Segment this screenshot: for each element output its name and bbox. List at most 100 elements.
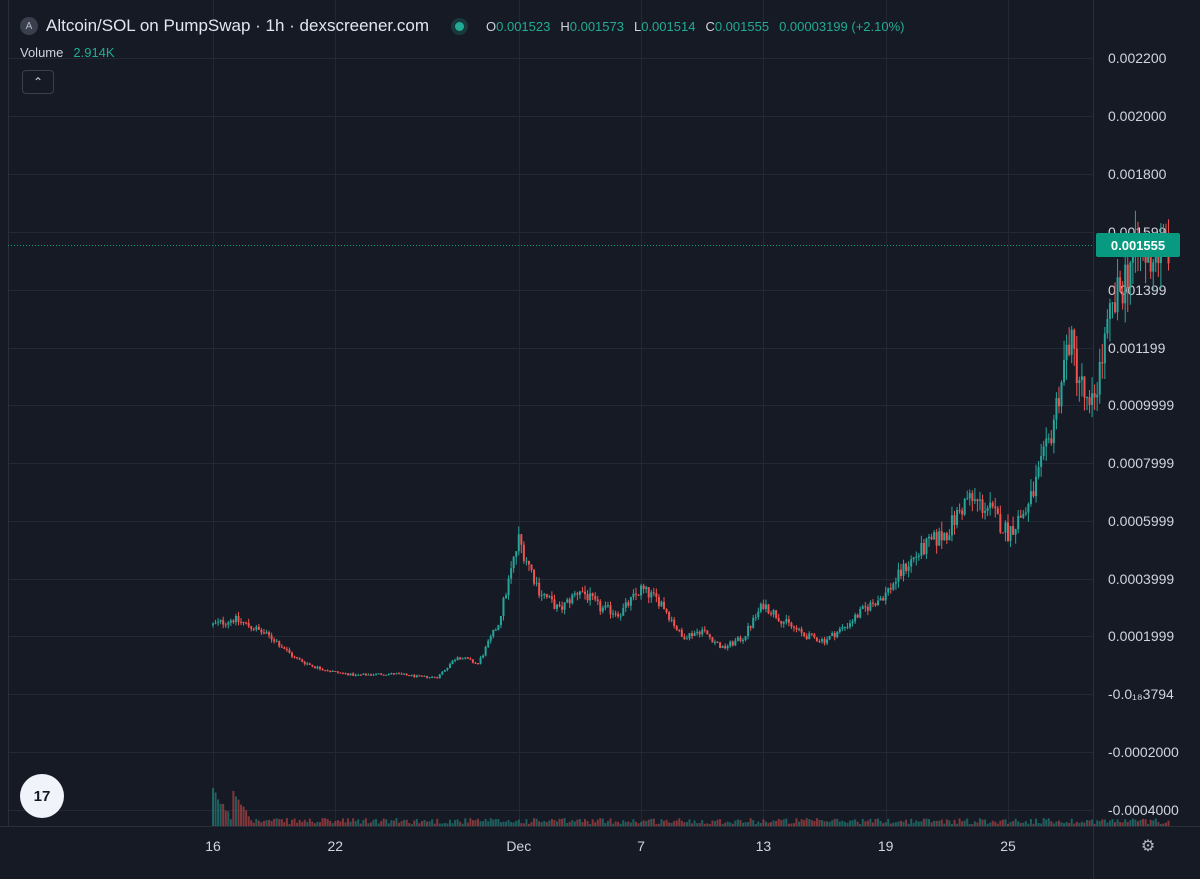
volume-bar <box>576 819 579 826</box>
candle-body <box>290 652 293 657</box>
volume-bar <box>227 811 230 826</box>
tradingview-logo[interactable]: 17 <box>20 774 64 818</box>
candle-body <box>326 670 329 672</box>
candle-body <box>928 536 931 539</box>
volume-bar <box>428 821 431 826</box>
candle-body <box>329 670 332 672</box>
volume-bar <box>273 818 276 826</box>
candle-body <box>711 637 714 643</box>
candle-body <box>1088 397 1091 405</box>
candle-body <box>785 619 788 623</box>
candle-body <box>739 637 742 642</box>
volume-bar <box>510 822 513 826</box>
volume-bar <box>915 820 918 826</box>
volume-bar <box>938 820 941 826</box>
volume-bar <box>770 821 773 826</box>
chart-title[interactable]: Altcoin/SOL on PumpSwap · 1h · dexscreen… <box>46 16 429 35</box>
candle-body <box>375 673 378 675</box>
volume-bar <box>930 822 933 826</box>
volume-bar <box>1009 821 1012 826</box>
candle-body <box>1093 393 1096 398</box>
candle-body <box>599 601 602 612</box>
candle-body <box>917 555 920 557</box>
volume-bar <box>413 820 416 826</box>
volume-bar <box>782 819 785 826</box>
high-value: 0.001573 <box>569 18 624 34</box>
volume-bar <box>538 821 541 826</box>
volume-bar <box>278 819 281 826</box>
volume-bar <box>856 821 859 826</box>
candle-body <box>770 613 773 615</box>
volume-bar <box>1052 823 1055 826</box>
volume-bar <box>290 819 293 826</box>
candle-body <box>851 621 854 624</box>
volume-bar <box>971 823 974 826</box>
candle-body <box>622 607 625 616</box>
y-tick-label: -0.0004000 <box>1108 802 1179 818</box>
candle-body <box>474 662 477 664</box>
candle-body <box>815 637 818 642</box>
candle-body <box>1055 398 1058 420</box>
volume-bar <box>232 790 235 826</box>
volume-bar <box>849 820 852 826</box>
volume-bar <box>1083 822 1086 826</box>
candle-body <box>889 588 892 590</box>
volume-bar <box>940 819 943 826</box>
y-tick-label: 0.0007999 <box>1108 455 1174 471</box>
volume-bar <box>505 821 508 826</box>
candle-body <box>352 673 355 676</box>
volume-bar <box>275 818 278 826</box>
candle-body <box>787 619 790 623</box>
candle-body <box>971 493 974 501</box>
candle-body <box>933 532 936 540</box>
volume-bar <box>589 823 592 826</box>
candle-body <box>1035 476 1038 497</box>
candle-body <box>586 594 589 601</box>
volume-bar <box>433 823 436 826</box>
volume-bar <box>775 820 778 826</box>
candle-body <box>520 534 523 545</box>
candle-body <box>841 627 844 629</box>
candle-body <box>280 646 283 648</box>
candle-body <box>624 602 627 608</box>
candle-body <box>713 641 716 643</box>
volume-bar <box>301 822 304 826</box>
volume-bar <box>645 821 648 826</box>
volume-bar <box>1164 822 1167 826</box>
y-tick-label: 0.0003999 <box>1108 571 1174 587</box>
volume-bar <box>851 820 854 826</box>
volume-bar <box>696 823 699 826</box>
candle-body <box>976 499 979 501</box>
volume-bar <box>1108 820 1111 826</box>
volume-bar <box>1050 821 1053 826</box>
volume-bar <box>334 821 337 826</box>
volume-bar <box>265 820 268 826</box>
collapse-legend-button[interactable]: ⌃ <box>22 70 54 94</box>
candle-body <box>1126 264 1129 289</box>
volume-bar <box>894 822 897 826</box>
volume-bar <box>874 818 877 826</box>
candle-body <box>522 544 525 561</box>
volume-bar <box>288 823 291 826</box>
volume-bar <box>533 818 536 826</box>
candle-body <box>477 663 479 665</box>
candle-body <box>800 628 803 633</box>
candle-body <box>535 582 538 584</box>
candle-body <box>1027 503 1030 513</box>
candle-body <box>408 675 411 677</box>
candle-body <box>1012 526 1015 535</box>
volume-bar <box>515 820 518 826</box>
volume-bar <box>520 823 523 826</box>
chart-settings-button[interactable]: ⚙ <box>1138 836 1158 856</box>
candle-body <box>517 534 520 552</box>
candle-body <box>823 639 826 644</box>
volume-bar <box>1065 821 1068 826</box>
volume-bar <box>622 820 625 826</box>
volume-bar <box>984 819 987 826</box>
candle-body <box>958 510 961 512</box>
candle-body <box>502 597 505 616</box>
candle-body <box>752 617 755 628</box>
candle-body <box>262 632 265 634</box>
candle-body <box>973 499 976 501</box>
